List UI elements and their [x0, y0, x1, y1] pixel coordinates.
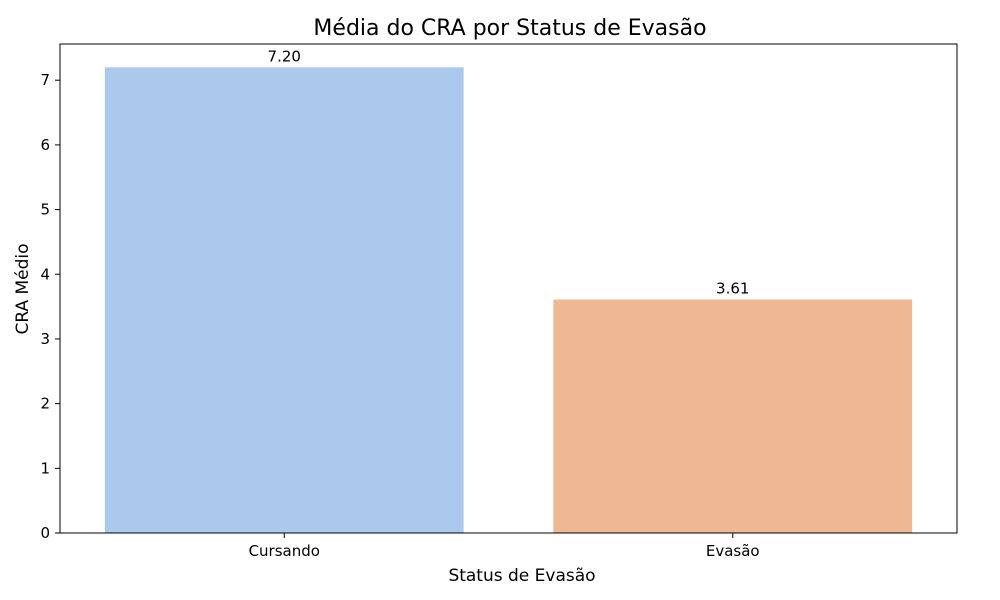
x-axis-ticks: Cursando Evasão [249, 533, 760, 560]
bar-cursando [104, 67, 464, 534]
y-tick-label: 7 [40, 71, 50, 89]
bar-value-label: 3.61 [716, 279, 749, 297]
x-axis-label: Status de Evasão [448, 566, 595, 586]
y-axis-ticks: 0 1 2 3 4 5 6 7 [40, 71, 60, 542]
y-tick-label: 3 [40, 330, 50, 348]
data-labels: 7.20 3.61 [268, 47, 750, 297]
plot-area-frame [59, 43, 958, 534]
bar-evasão [553, 299, 913, 533]
y-tick-label: 5 [40, 201, 50, 219]
y-tick-label: 2 [40, 395, 50, 413]
chart-title: Média do CRA por Status de Evasão [313, 16, 706, 41]
bars [104, 67, 913, 534]
x-tick-label: Evasão [706, 542, 760, 560]
y-axis-label: CRA Médio [13, 243, 33, 334]
bar-value-label: 7.20 [268, 47, 301, 65]
x-tick-label: Cursando [249, 542, 320, 560]
y-tick-label: 4 [40, 265, 50, 283]
y-tick-label: 1 [40, 459, 50, 477]
y-tick-label: 0 [40, 524, 50, 542]
y-tick-label: 6 [40, 136, 50, 154]
